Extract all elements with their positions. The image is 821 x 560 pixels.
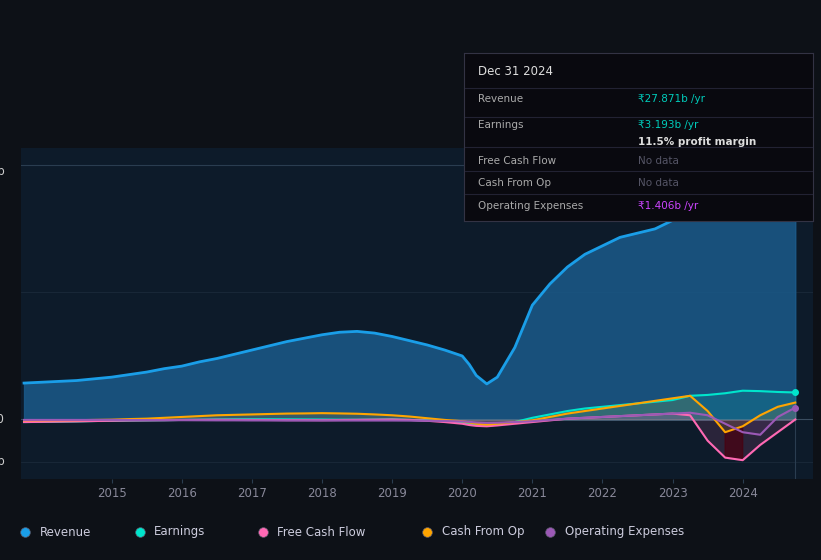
Text: Dec 31 2024: Dec 31 2024 xyxy=(478,65,553,78)
Text: Revenue: Revenue xyxy=(39,525,91,539)
Text: Free Cash Flow: Free Cash Flow xyxy=(478,156,556,166)
Text: No data: No data xyxy=(639,178,679,188)
Text: Operating Expenses: Operating Expenses xyxy=(478,201,583,211)
Text: ₹3.193b /yr: ₹3.193b /yr xyxy=(639,120,699,130)
Text: ₹1.406b /yr: ₹1.406b /yr xyxy=(639,201,699,211)
Text: Revenue: Revenue xyxy=(478,94,523,104)
Text: Earnings: Earnings xyxy=(478,120,523,130)
Text: ₹0: ₹0 xyxy=(0,413,5,426)
Text: ₹30b: ₹30b xyxy=(0,165,5,178)
Text: 11.5% profit margin: 11.5% profit margin xyxy=(639,137,757,147)
Text: Cash From Op: Cash From Op xyxy=(442,525,524,539)
Text: Operating Expenses: Operating Expenses xyxy=(565,525,684,539)
Text: No data: No data xyxy=(639,156,679,166)
Text: ₹27.871b /yr: ₹27.871b /yr xyxy=(639,94,705,104)
Text: -₹5b: -₹5b xyxy=(0,455,5,468)
Text: Earnings: Earnings xyxy=(154,525,206,539)
Text: Free Cash Flow: Free Cash Flow xyxy=(277,525,366,539)
Text: Cash From Op: Cash From Op xyxy=(478,178,551,188)
